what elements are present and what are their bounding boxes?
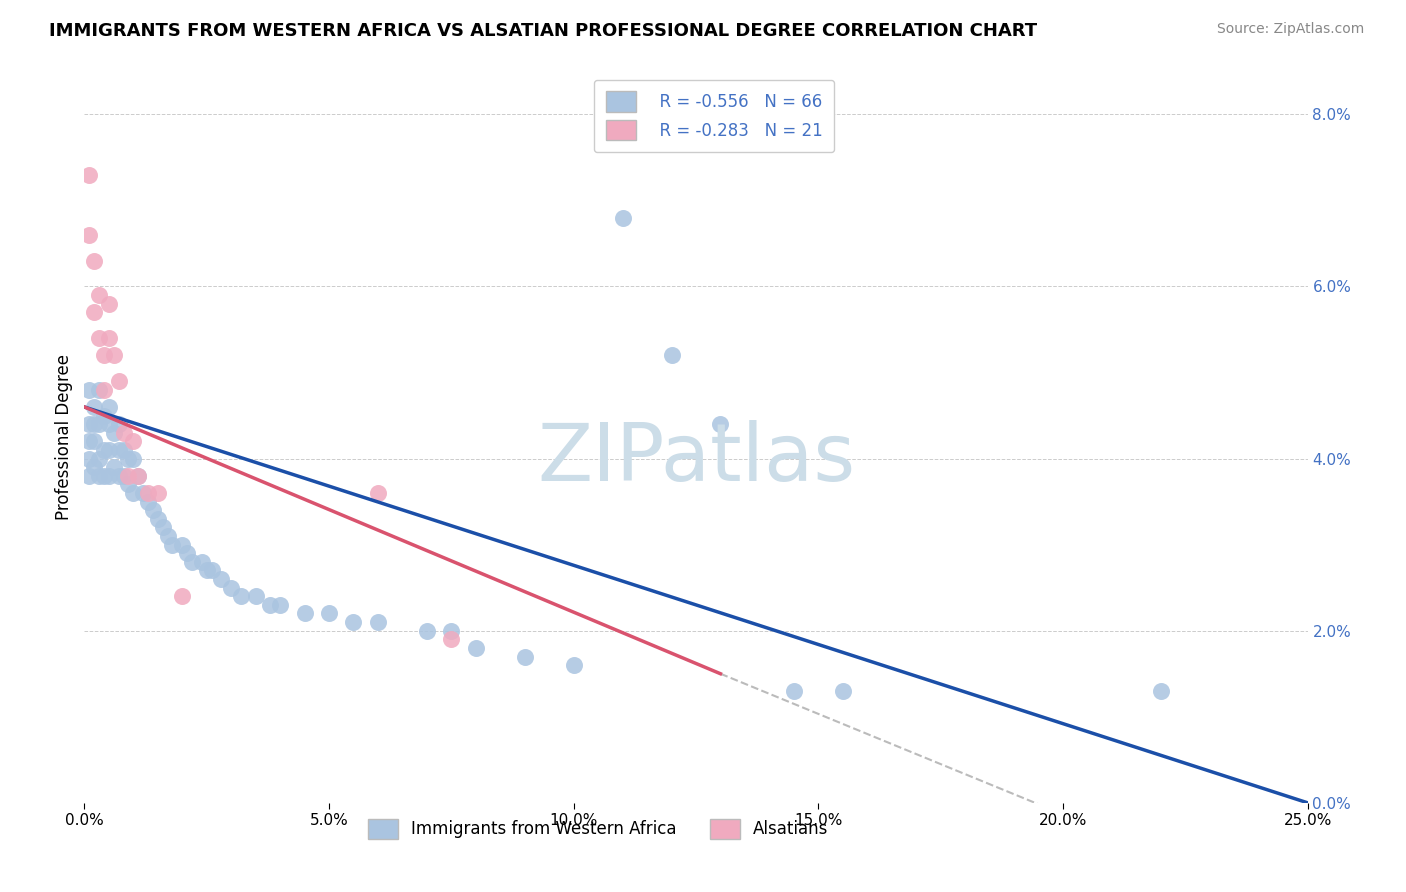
Point (176, 546, 198, 560)
Point (112, 468, 135, 483)
Point (107, 417, 129, 432)
Point (97, 331, 120, 345)
Point (612, 211, 634, 225)
Point (77, 468, 100, 483)
Point (107, 468, 129, 483)
Point (440, 624, 463, 638)
Point (93, 348, 115, 362)
Point (122, 486, 145, 500)
Point (132, 486, 155, 500)
Point (294, 607, 316, 621)
Point (709, 417, 731, 432)
Point (83, 417, 105, 432)
Point (112, 425, 135, 440)
Point (831, 684, 853, 698)
Point (172, 538, 194, 552)
Point (83, 434, 105, 449)
Point (83, 253, 105, 268)
Point (97, 468, 120, 483)
Point (367, 615, 389, 629)
Point (103, 348, 125, 362)
Point (97, 442, 120, 457)
Point (1150, 684, 1173, 698)
Point (127, 468, 149, 483)
Point (87, 417, 110, 432)
Point (77, 227, 100, 242)
Point (87, 331, 110, 345)
Point (93, 409, 115, 423)
Point (195, 564, 218, 578)
Point (152, 520, 174, 534)
Point (87, 468, 110, 483)
Point (97, 400, 120, 414)
Point (245, 589, 267, 603)
Point (77, 383, 100, 397)
Point (440, 632, 463, 647)
Point (562, 658, 585, 673)
Point (783, 684, 806, 698)
Point (77, 417, 100, 432)
Point (117, 451, 139, 466)
Point (87, 451, 110, 466)
Point (122, 434, 145, 449)
Point (200, 564, 222, 578)
Point (83, 400, 105, 414)
Point (103, 425, 125, 440)
Point (342, 615, 364, 629)
Point (112, 442, 135, 457)
Y-axis label: Professional Degree: Professional Degree (55, 354, 73, 520)
Point (162, 538, 184, 552)
Point (77, 451, 100, 466)
Point (269, 598, 291, 612)
Point (318, 607, 340, 621)
Point (97, 417, 120, 432)
Point (83, 305, 105, 319)
Point (87, 383, 110, 397)
Point (156, 529, 179, 543)
Point (191, 555, 214, 569)
Point (136, 486, 159, 500)
Point (181, 555, 204, 569)
Point (77, 168, 100, 182)
Point (103, 460, 125, 475)
Point (229, 589, 252, 603)
Legend: Immigrants from Western Africa, Alsatians: Immigrants from Western Africa, Alsatian… (361, 812, 835, 846)
Point (219, 581, 242, 595)
Point (146, 486, 169, 500)
Text: Source: ZipAtlas.com: Source: ZipAtlas.com (1216, 22, 1364, 37)
Point (513, 649, 536, 664)
Point (136, 494, 159, 508)
Point (117, 477, 139, 491)
Point (122, 451, 145, 466)
Point (416, 624, 439, 638)
Point (464, 640, 486, 655)
Point (93, 468, 115, 483)
Point (93, 442, 115, 457)
Point (117, 468, 139, 483)
Point (87, 288, 110, 302)
Point (146, 512, 169, 526)
Point (107, 442, 129, 457)
Point (93, 383, 115, 397)
Point (661, 348, 683, 362)
Point (259, 598, 281, 612)
Point (77, 434, 100, 449)
Point (367, 486, 389, 500)
Point (127, 468, 149, 483)
Text: IMMIGRANTS FROM WESTERN AFRICA VS ALSATIAN PROFESSIONAL DEGREE CORRELATION CHART: IMMIGRANTS FROM WESTERN AFRICA VS ALSATI… (49, 22, 1038, 40)
Point (172, 589, 194, 603)
Point (209, 572, 232, 586)
Point (142, 503, 165, 517)
Text: ZIPatlas: ZIPatlas (537, 420, 855, 498)
Point (107, 374, 129, 388)
Point (83, 460, 105, 475)
Point (97, 296, 120, 310)
